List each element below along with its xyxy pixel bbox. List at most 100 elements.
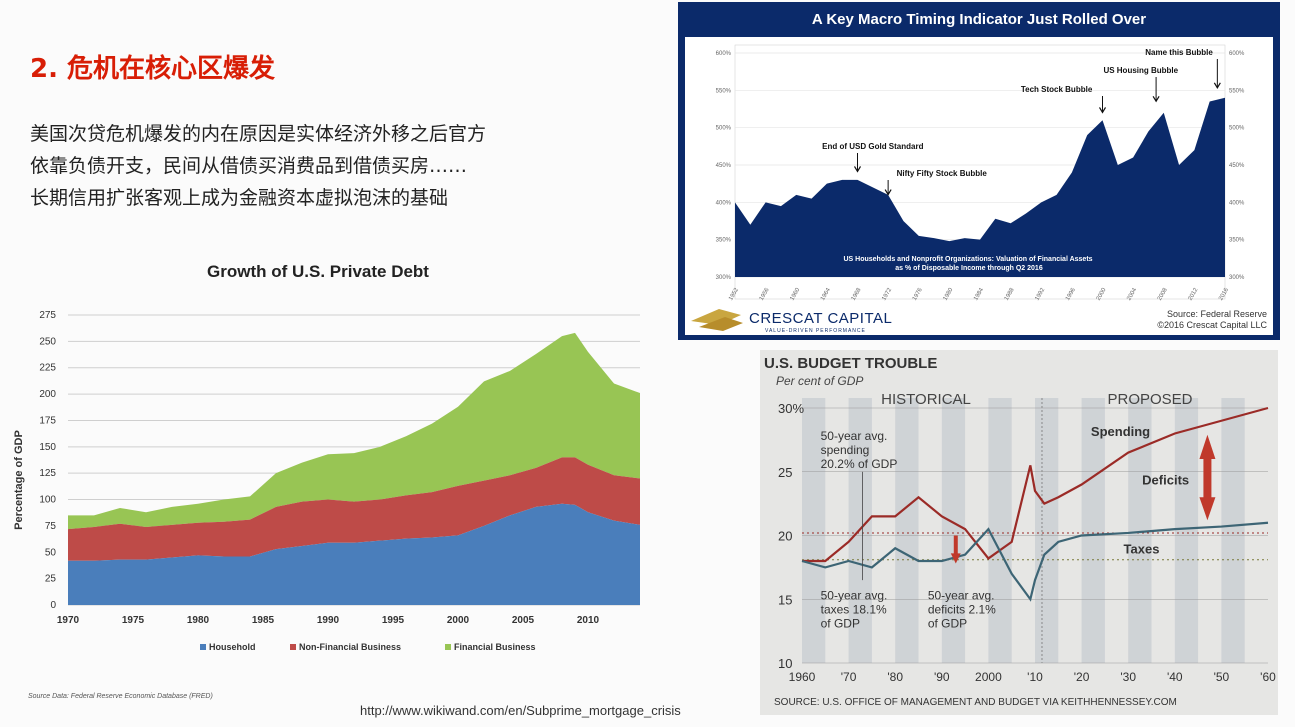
source-url[interactable]: http://www.wikiwand.com/en/Subprime_mort… — [360, 703, 681, 718]
decade-band — [1128, 398, 1152, 663]
avg-deficit-arrow — [950, 535, 961, 564]
x-tick-label: 1960 — [789, 670, 816, 684]
legend-swatch — [200, 644, 206, 650]
y-tick-label: 200 — [39, 389, 56, 400]
x-tick-label: '40 — [1167, 670, 1183, 684]
source-text: SOURCE: U.S. OFFICE OF MANAGEMENT AND BU… — [774, 697, 1177, 708]
decade-band — [1081, 398, 1105, 663]
area-non-financial-business — [68, 457, 640, 561]
logo-tagline: VALUE-DRIVEN PERFORMANCE — [765, 328, 866, 334]
y-tick-label: 100 — [39, 495, 56, 506]
legend-swatch — [290, 644, 296, 650]
y-tick-label: 25 — [45, 574, 57, 585]
decade-band — [988, 398, 1012, 663]
chart-title: U.S. BUDGET TROUBLE — [764, 355, 937, 372]
spending-series-label: Spending — [1091, 424, 1150, 439]
legend-swatch — [445, 644, 451, 650]
y-tick-label-right: 400% — [1229, 200, 1245, 206]
annotation-label: 50-year avg. taxes 18.1% of GDP — [821, 588, 888, 630]
y-tick-label: 125 — [39, 468, 56, 479]
source-text: Source: Federal Reserve — [1167, 309, 1267, 319]
y-tick-label-right: 450% — [1229, 163, 1245, 169]
y-tick-label: 0 — [50, 600, 56, 611]
annotation-label: Tech Stock Bubble — [1021, 85, 1093, 94]
y-tick-label-left: 350% — [716, 238, 732, 244]
paragraph-line-1: 美国次贷危机爆发的内在原因是实体经济外移之后官方 — [30, 123, 487, 145]
source-note: Source Data: Federal Reserve Economic Da… — [28, 693, 213, 700]
x-tick-label: 2010 — [577, 615, 600, 626]
deficit-arrow — [1199, 434, 1216, 521]
y-tick-label: 10 — [778, 656, 792, 671]
x-tick-label: '50 — [1214, 670, 1230, 684]
proposed-label: PROPOSED — [1107, 391, 1192, 408]
legend-label: Financial Business — [454, 642, 536, 652]
x-tick-label: '70 — [841, 670, 857, 684]
taxes-line — [801, 521, 1269, 602]
x-tick-label: '20 — [1074, 670, 1090, 684]
x-tick-label: 2000 — [447, 615, 470, 626]
x-tick-label: '80 — [887, 670, 903, 684]
macro-indicator-chart: A Key Macro Timing Indicator Just Rolled… — [679, 3, 1279, 339]
annotation-label: 50-year avg. deficits 2.1% of GDP — [928, 588, 996, 630]
slide-title: 2. 危机在核心区爆发 — [30, 54, 276, 84]
x-tick-label: '90 — [934, 670, 950, 684]
arrow-head — [884, 189, 892, 196]
y-tick-label-left: 600% — [716, 51, 732, 57]
crescat-logo: CRESCAT CAPITAL VALUE-DRIVEN PERFORMANCE — [691, 309, 892, 334]
decade-band — [1174, 398, 1199, 663]
private-debt-chart: Growth of U.S. Private Debt 0 25 50 75 100 12… — [13, 262, 640, 700]
y-tick-label: 50 — [45, 547, 57, 558]
legend-label: Household — [209, 642, 256, 652]
x-tick-label: 2005 — [512, 615, 535, 626]
taxes-series-label: Taxes — [1124, 541, 1160, 556]
y-tick-label: 175 — [39, 415, 56, 426]
paragraph-line-3: 长期信用扩张客观上成为金融资本虚拟泡沫的基础 — [30, 187, 449, 209]
decade-band — [895, 398, 919, 663]
arrow-head — [1213, 82, 1221, 89]
y-tick-label: 25 — [778, 465, 792, 480]
y-axis-label: Percentage of GDP — [13, 430, 25, 530]
y-tick-label-left: 400% — [716, 200, 732, 206]
y-tick-label: 30% — [778, 401, 804, 416]
copyright-text: ©2016 Crescat Capital LLC — [1157, 320, 1267, 330]
y-tick-label-right: 550% — [1229, 88, 1245, 94]
x-tick-label: 1995 — [382, 615, 405, 626]
y-tick-label-right: 350% — [1229, 238, 1245, 244]
chart-legend: Household Non-Financial Business Financial… — [200, 642, 536, 652]
deficits-label: Deficits — [1142, 473, 1189, 488]
chart-title: A Key Macro Timing Indicator Just Rolled… — [812, 11, 1146, 28]
annotation-label: US Housing Bubble — [1103, 66, 1178, 75]
decade-band — [1221, 398, 1245, 663]
y-tick-label: 15 — [778, 592, 792, 607]
y-tick-label-left: 300% — [716, 275, 732, 281]
y-tick-label-left: 500% — [716, 126, 732, 132]
y-tick-label: 250 — [39, 336, 56, 347]
arrow-head — [853, 166, 862, 173]
annotation-label: Nifty Fifty Stock Bubble — [897, 169, 988, 178]
historical-label: HISTORICAL — [881, 391, 971, 408]
x-tick-label: '60 — [1260, 670, 1276, 684]
x-tick-label: 1985 — [252, 615, 275, 626]
y-tick-label-right: 600% — [1229, 51, 1245, 57]
x-tick-label: '30 — [1120, 670, 1136, 684]
decade-band — [1035, 398, 1059, 663]
y-tick-label: 75 — [45, 521, 57, 532]
legend-label: Non-Financial Business — [299, 642, 401, 652]
budget-trouble-panel: U.S. BUDGET TROUBLE Per cent of GDP HIST… — [760, 350, 1278, 715]
decade-band — [941, 398, 966, 663]
x-tick-label: 1975 — [122, 615, 145, 626]
y-tick-label: 150 — [39, 442, 56, 453]
x-tick-label: '10 — [1027, 670, 1043, 684]
macro-indicator-panel: A Key Macro Timing Indicator Just Rolled… — [678, 2, 1280, 340]
y-tick-label: 275 — [39, 310, 56, 321]
paragraph-line-2: 依靠负债开支，民间从借债买消费品到借债买房…… — [30, 155, 468, 177]
chart-subtitle: Per cent of GDP — [776, 374, 863, 388]
y-tick-label: 20 — [778, 529, 792, 544]
y-tick-label-right: 300% — [1229, 275, 1245, 281]
x-tick-label: 1970 — [57, 615, 80, 626]
valuation-area — [735, 97, 1225, 277]
arrow-head — [1098, 107, 1107, 114]
area-financial-business — [68, 332, 640, 530]
y-tick-label: 225 — [39, 363, 56, 374]
annotation-label: Name this Bubble — [1145, 48, 1213, 57]
